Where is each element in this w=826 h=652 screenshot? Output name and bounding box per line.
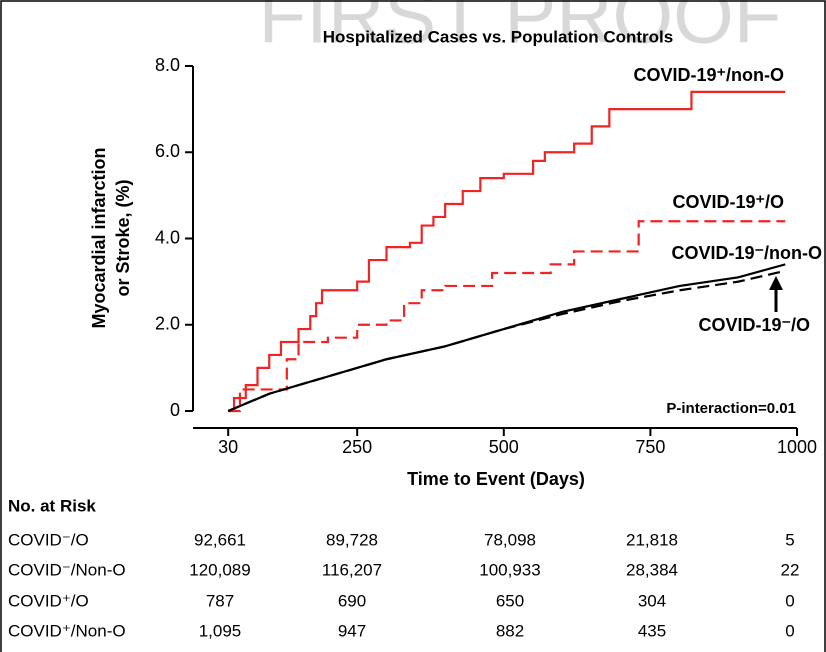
series-label: COVID-19⁺/non-O (633, 65, 784, 85)
risk-row-label: COVID⁻/O (8, 530, 89, 549)
series-line (228, 90, 786, 413)
risk-cell: 78,098 (484, 530, 536, 549)
y-tick-label: 8.0 (155, 55, 180, 75)
risk-cell: 28,384 (626, 560, 678, 579)
risk-cell: 89,728 (326, 530, 378, 549)
y-tick-label: 4.0 (155, 227, 180, 247)
y-axis-label: Myocardial infarction (89, 147, 109, 328)
series-line (227, 263, 786, 413)
x-tick-label: 30 (218, 437, 238, 457)
risk-cell: 0 (785, 621, 794, 640)
series-label: COVID-19⁻/non-O (671, 243, 822, 263)
risk-cell: 435 (638, 621, 666, 640)
risk-table-title: No. at Risk (8, 496, 96, 515)
series-label: COVID-19⁻/O (698, 315, 810, 335)
risk-cell: 650 (496, 591, 524, 610)
y-tick-label: 6.0 (155, 141, 180, 161)
risk-cell: 92,661 (194, 530, 246, 549)
x-tick-label: 750 (635, 437, 665, 457)
y-tick-label: 2.0 (155, 314, 180, 334)
risk-cell: 0 (785, 591, 794, 610)
series-label: COVID-19⁺/O (672, 192, 784, 212)
risk-cell: 947 (338, 621, 366, 640)
x-tick-label: 1000 (777, 437, 817, 457)
risk-cell: 21,818 (626, 530, 678, 549)
risk-cell: 304 (638, 591, 666, 610)
x-tick-label: 500 (489, 437, 519, 457)
risk-cell: 100,933 (479, 560, 540, 579)
chart-title: Hospitalized Cases vs. Population Contro… (323, 27, 673, 46)
risk-cell: 787 (206, 591, 234, 610)
series-line (228, 220, 786, 413)
risk-cell: 22 (781, 560, 800, 579)
risk-cell: 882 (496, 621, 524, 640)
risk-row-label: COVID⁺/Non-O (8, 621, 126, 640)
risk-cell: 120,089 (189, 560, 250, 579)
annotation: P-interaction=0.01 (666, 400, 796, 417)
watermark: FIRST PROOF (259, 0, 782, 60)
y-tick-label: 0 (170, 400, 180, 420)
y-axis-label: or Stroke, (%) (113, 179, 133, 296)
series-line (227, 269, 786, 413)
risk-cell: 116,207 (322, 560, 382, 579)
risk-row-label: COVID⁻/Non-O (8, 560, 126, 579)
risk-cell: 5 (785, 530, 794, 549)
x-tick-label: 250 (342, 437, 372, 457)
arrow-head (769, 276, 783, 290)
risk-cell: 690 (338, 591, 366, 610)
x-axis-label: Time to Event (Days) (407, 469, 585, 489)
risk-cell: 1,095 (199, 621, 242, 640)
risk-row-label: COVID⁺/O (8, 591, 89, 610)
